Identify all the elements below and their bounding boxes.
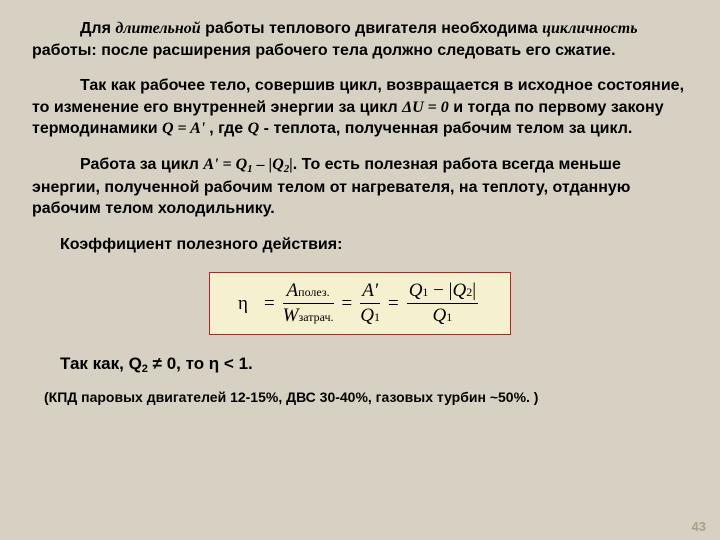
eta-symbol: η	[238, 293, 248, 314]
formula-container: η = Aполез. Wзатрач. = A' Q1 = Q1 − |Q2|…	[32, 272, 688, 340]
footnote: (КПД паровых двигателей 12-15%, ДВС 30-4…	[44, 389, 688, 405]
page-number: 43	[692, 519, 706, 534]
conclusion-line: Так как, Q2 ≠ 0, то η < 1.	[60, 354, 688, 375]
paragraph-2: Так как рабочее тело, совершив цикл, воз…	[32, 75, 688, 140]
efficiency-label: Коэффициент полезного действия:	[60, 234, 688, 256]
paragraph-3: Работа за цикл A' = Q1 – |Q2|. То есть п…	[32, 154, 688, 220]
paragraph-1: Для длительной работы теплового двигател…	[32, 18, 688, 61]
efficiency-formula: η = Aполез. Wзатрач. = A' Q1 = Q1 − |Q2|…	[209, 272, 511, 335]
